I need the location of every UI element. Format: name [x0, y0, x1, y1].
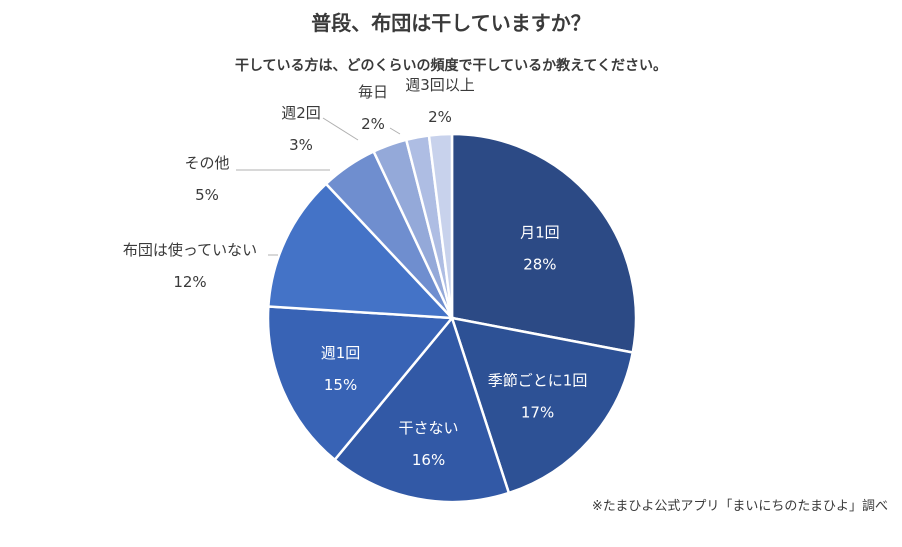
slice-value-label: 2%: [428, 108, 452, 126]
leader-line: [389, 127, 401, 135]
slice-value-label: 16%: [412, 451, 445, 469]
leader-line: [322, 117, 359, 141]
slice-value-label: 28%: [523, 255, 556, 273]
slice-label: 干さない: [399, 419, 459, 437]
slice-label: 毎日: [358, 83, 388, 101]
slice-labels: 月1回 28% 季節ごとに1回 17% 干さない 16% 週1回 15% 布団は使っていない 12…: [123, 76, 587, 469]
slice-value-label: 5%: [195, 186, 219, 204]
pie-slice: [267, 182, 456, 320]
slice-value-label: 2%: [361, 115, 385, 133]
slice-label: 週3回以上: [405, 76, 475, 94]
slice-label: その他: [184, 154, 229, 172]
pie-slice: [450, 132, 638, 354]
pie-slice: [450, 316, 635, 495]
slice-label: 季節ごとに1回: [488, 371, 588, 389]
pie-slice: [332, 315, 511, 504]
chart-subtitle: 干している方は、どのくらいの頻度で干しているか教えてください。: [235, 57, 667, 74]
chart-title: 普段、布団は干していますか？: [311, 11, 590, 35]
slice-value-label: 17%: [521, 403, 554, 421]
slice-label: 月1回: [520, 223, 560, 241]
pie-slices: [266, 132, 638, 504]
slice-value-label: 15%: [324, 376, 357, 394]
slice-value-label: 12%: [173, 273, 206, 291]
slice-label: 週2回: [281, 104, 321, 122]
pie-slice: [427, 132, 454, 319]
slice-label: 布団は使っていない: [123, 241, 257, 259]
pie-slice: [266, 305, 455, 462]
slice-value-label: 3%: [289, 136, 313, 154]
source-note: ※たまひよ公式アプリ「まいにちのたまひよ」調べ: [592, 499, 888, 514]
leader-lines: [236, 117, 401, 256]
slice-label: 週1回: [321, 344, 361, 362]
